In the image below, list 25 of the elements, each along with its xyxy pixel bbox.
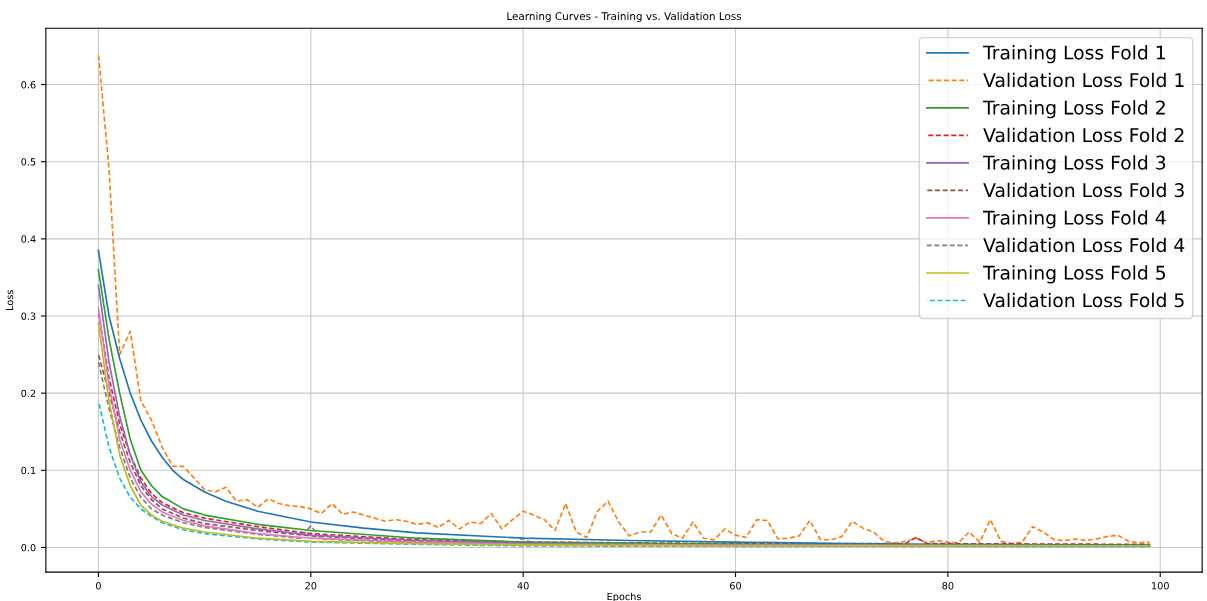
y-tick-label: 0.5 — [21, 158, 36, 166]
legend-label: Validation Loss Fold 2 — [983, 127, 1184, 143]
x-tick-label: 40 — [517, 582, 529, 590]
y-tick-label: 0.2 — [21, 389, 36, 397]
y-tick-label: 0.3 — [21, 312, 36, 320]
legend-label: Training Loss Fold 3 — [983, 155, 1166, 174]
legend-label: Training Loss Fold 4 — [983, 210, 1166, 229]
y-tick-label: 0.6 — [21, 81, 36, 89]
x-tick-label: 20 — [305, 582, 317, 590]
y-axis-title: Loss — [6, 290, 14, 310]
y-tick-label: 0.4 — [21, 235, 36, 243]
y-tick-label: 0.0 — [21, 543, 36, 552]
legend-label: Training Loss Fold 5 — [983, 265, 1166, 284]
legend-label: Validation Loss Fold 5 — [983, 292, 1184, 308]
legend-label: Validation Loss Fold 4 — [983, 237, 1185, 253]
y-tick-label: 0.1 — [21, 466, 36, 475]
legend-label: Training Loss Fold 1 — [983, 45, 1165, 64]
x-tick-label: 60 — [730, 582, 742, 590]
x-tick-label: 80 — [942, 582, 954, 590]
legend-label: Training Loss Fold 2 — [983, 100, 1165, 119]
x-tick-label: 0 — [95, 582, 101, 590]
legend-label: Validation Loss Fold 1 — [983, 72, 1184, 88]
x-tick-label: 100 — [1152, 582, 1169, 590]
legend-label: Validation Loss Fold 3 — [983, 182, 1184, 198]
chart-title: Learning Curves - Training vs. Validation Loss — [507, 12, 742, 23]
